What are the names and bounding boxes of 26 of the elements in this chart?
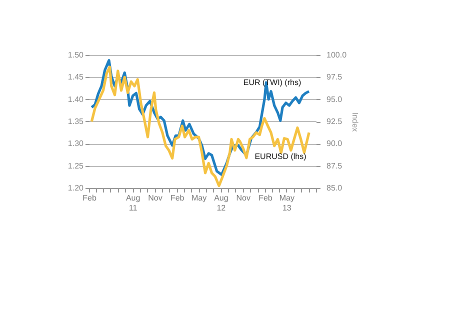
y2-axis-title: Index: [350, 112, 360, 132]
y-tick-label: 1.20: [68, 184, 84, 192]
y-tick-label: 1.35: [68, 117, 84, 126]
y-tick-label: 1.50: [68, 50, 84, 60]
x-tick-label: Feb: [170, 194, 185, 202]
y2-tick-label: 90.0: [326, 139, 343, 148]
x-tick-label: May 13: [279, 194, 294, 212]
y2-tick-label: 92.5: [326, 117, 343, 126]
x-tick-label: Nov: [148, 194, 162, 202]
x-tick-label: Aug 11: [126, 194, 140, 212]
y2-tick-label: 100.0: [326, 50, 348, 60]
y-tick-label: 1.30: [68, 139, 84, 148]
x-tick-label: Feb: [82, 194, 97, 202]
x-tick-label: Nov: [236, 194, 250, 202]
y-tick-label: 1.25: [68, 161, 84, 170]
x-tick-label: May: [191, 194, 207, 202]
y-tick-label: 1.40: [68, 94, 84, 104]
y2-tick-label: 95.0: [326, 94, 343, 104]
y2-tick-label: 85.0: [326, 184, 343, 192]
x-tick-label: Feb: [258, 194, 273, 202]
y-tick-label: 1.45: [68, 72, 84, 82]
y2-tick-label: 87.5: [326, 161, 343, 170]
series-label: EURUSD (lhs): [254, 152, 307, 161]
series-label: EUR (TWI) (rhs): [243, 78, 302, 87]
x-tick-label: Aug 12: [214, 194, 228, 212]
y2-tick-label: 97.5: [326, 72, 343, 82]
